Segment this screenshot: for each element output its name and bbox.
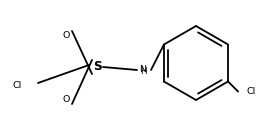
Text: Cl: Cl [13, 81, 22, 89]
Text: N: N [140, 65, 147, 74]
Text: S: S [93, 60, 101, 74]
Text: H: H [140, 67, 146, 76]
Text: Cl: Cl [246, 86, 255, 95]
Text: O: O [62, 32, 70, 41]
Text: O: O [62, 95, 70, 103]
